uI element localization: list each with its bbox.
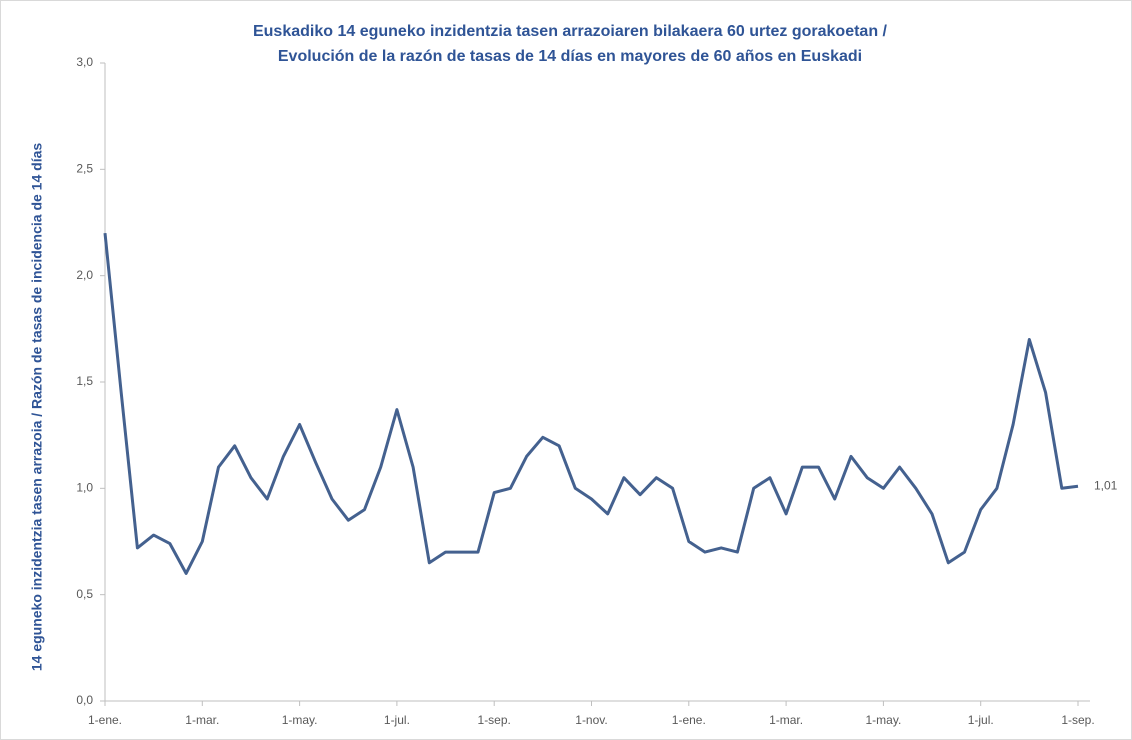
y-tick-label: 2,0 <box>76 268 93 282</box>
x-tick-label: 1-may. <box>282 713 318 727</box>
y-tick-label: 1,5 <box>76 374 93 388</box>
x-tick-label: 1-mar. <box>185 713 219 727</box>
y-tick-label: 0,0 <box>76 693 93 707</box>
x-tick-label: 1-may. <box>866 713 902 727</box>
chart-title: Euskadiko 14 eguneko inzidentzia tasen a… <box>253 23 888 40</box>
x-tick-label: 1-ene. <box>672 713 706 727</box>
data-label: 1,01 <box>1094 478 1118 492</box>
y-tick-label: 0,5 <box>76 587 93 601</box>
x-tick-label: 1-mar. <box>769 713 803 727</box>
x-tick-label: 1-sep. <box>1061 713 1094 727</box>
x-tick-label: 1-sep. <box>478 713 511 727</box>
x-tick-label: 1-jul. <box>968 713 994 727</box>
chart-title: Evolución de la razón de tasas de 14 día… <box>278 48 862 65</box>
y-axis-label: 14 eguneko inzidentzia tasen arrazoia / … <box>29 143 45 672</box>
y-tick-label: 2,5 <box>76 162 93 176</box>
y-tick-label: 3,0 <box>76 55 93 69</box>
line-series <box>103 232 1079 575</box>
x-tick-label: 1-jul. <box>384 713 410 727</box>
y-tick-label: 1,0 <box>76 481 93 495</box>
x-tick-label: 1-nov. <box>575 713 607 727</box>
x-tick-label: 1-ene. <box>88 713 122 727</box>
